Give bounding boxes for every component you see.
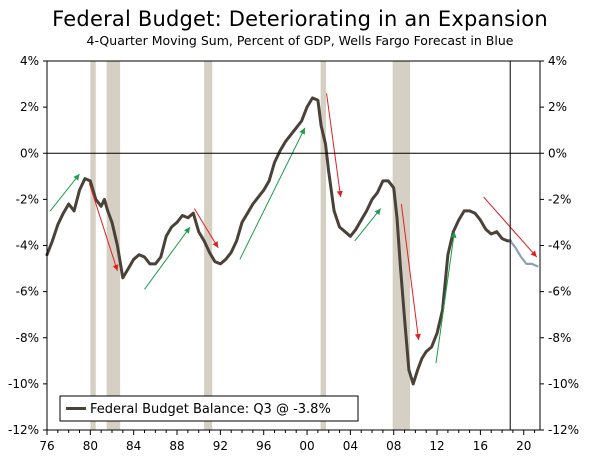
trend-arrow-up-0 bbox=[49, 173, 80, 212]
x-tick-label: 92 bbox=[213, 439, 228, 453]
trend-arrow-up-6 bbox=[354, 208, 382, 242]
trend-arrow-down-3 bbox=[193, 208, 219, 249]
arrow-head bbox=[374, 208, 381, 216]
y-tick-label-left: -8% bbox=[16, 331, 39, 345]
x-tick-label: 76 bbox=[39, 439, 54, 453]
y-tick-label-right: 0% bbox=[548, 146, 567, 160]
trend-arrow-up-2 bbox=[144, 226, 191, 290]
arrow-shaft bbox=[400, 203, 420, 341]
chart-subtitle: 4-Quarter Moving Sum, Percent of GDP, We… bbox=[86, 33, 514, 48]
y-tick-label-right: -10% bbox=[548, 377, 579, 391]
legend-label: Federal Budget Balance: Q3 @ -3.8% bbox=[90, 402, 331, 417]
arrow-head bbox=[414, 333, 421, 341]
legend-box bbox=[59, 395, 359, 422]
arrow-shaft bbox=[239, 127, 306, 260]
trend-arrow-down-5 bbox=[326, 93, 343, 198]
arrow-head bbox=[530, 250, 537, 258]
arrow-shaft bbox=[354, 208, 382, 242]
y-tick-label-left: -6% bbox=[16, 285, 39, 299]
y-tick-label-left: -12% bbox=[8, 423, 39, 437]
chart-title: Federal Budget: Deteriorating in an Expa… bbox=[52, 7, 548, 31]
arrow-shaft bbox=[88, 183, 118, 272]
y-tick-label-right: -2% bbox=[548, 192, 571, 206]
x-tick-label: 96 bbox=[256, 439, 271, 453]
x-tick-label: 08 bbox=[386, 439, 401, 453]
axis-ticks: 4% 4% 2% 2% 0% 0% -2% -2% -4% -4% -6% -6% -8% -8% -10%… bbox=[8, 54, 579, 453]
y-tick-label-left: -10% bbox=[8, 377, 39, 391]
x-tick-label: 16 bbox=[473, 439, 488, 453]
recession-band-0 bbox=[90, 61, 96, 430]
y-tick-label-right: -4% bbox=[548, 239, 571, 253]
arrow-shaft bbox=[326, 93, 342, 198]
x-tick-label: 04 bbox=[343, 439, 358, 453]
y-tick-label-right: 2% bbox=[548, 100, 567, 114]
y-tick-label-right: -8% bbox=[548, 331, 571, 345]
annotation-arrows bbox=[49, 93, 538, 364]
legend: Federal Budget Balance: Q3 @ -3.8% bbox=[59, 395, 359, 422]
recession-band-4 bbox=[392, 61, 410, 430]
arrow-head bbox=[299, 127, 305, 135]
plot-frame bbox=[46, 60, 541, 431]
recession-band-3 bbox=[320, 61, 327, 430]
x-tick-label: 00 bbox=[299, 439, 314, 453]
trend-arrow-up-4 bbox=[239, 127, 306, 260]
y-tick-label-left: -2% bbox=[16, 192, 39, 206]
x-tick-label: 84 bbox=[126, 439, 141, 453]
trend-arrow-down-1 bbox=[88, 183, 119, 272]
y-tick-label-right: -12% bbox=[548, 423, 579, 437]
y-tick-label-left: 2% bbox=[20, 100, 39, 114]
x-tick-label: 88 bbox=[169, 439, 184, 453]
arrow-shaft bbox=[193, 208, 219, 249]
arrow-head bbox=[112, 264, 119, 271]
budget-balance-line bbox=[45, 96, 512, 386]
x-tick-label: 20 bbox=[516, 439, 531, 453]
y-tick-label-left: -4% bbox=[16, 239, 39, 253]
x-tick-label: 12 bbox=[429, 439, 444, 453]
recession-shading bbox=[90, 61, 410, 430]
trend-arrow-down-7 bbox=[400, 203, 421, 341]
arrow-head bbox=[73, 174, 80, 181]
plot-border bbox=[46, 60, 541, 431]
arrow-head bbox=[450, 231, 457, 239]
recession-band-2 bbox=[204, 61, 213, 430]
y-tick-label-left: 0% bbox=[20, 146, 39, 160]
arrow-head bbox=[336, 190, 343, 198]
arrow-head bbox=[184, 227, 191, 234]
y-tick-label-right: 4% bbox=[548, 54, 567, 68]
arrow-head bbox=[212, 241, 219, 248]
series-lines bbox=[45, 96, 539, 386]
arrow-shaft bbox=[435, 231, 455, 364]
y-tick-label-left: 4% bbox=[20, 54, 39, 68]
x-tick-label: 80 bbox=[83, 439, 98, 453]
arrow-shaft bbox=[144, 226, 191, 290]
y-tick-label-right: -6% bbox=[548, 285, 571, 299]
forecast-series-line bbox=[509, 239, 539, 268]
arrow-shaft bbox=[49, 173, 80, 212]
trend-arrow-up-8 bbox=[435, 231, 457, 364]
